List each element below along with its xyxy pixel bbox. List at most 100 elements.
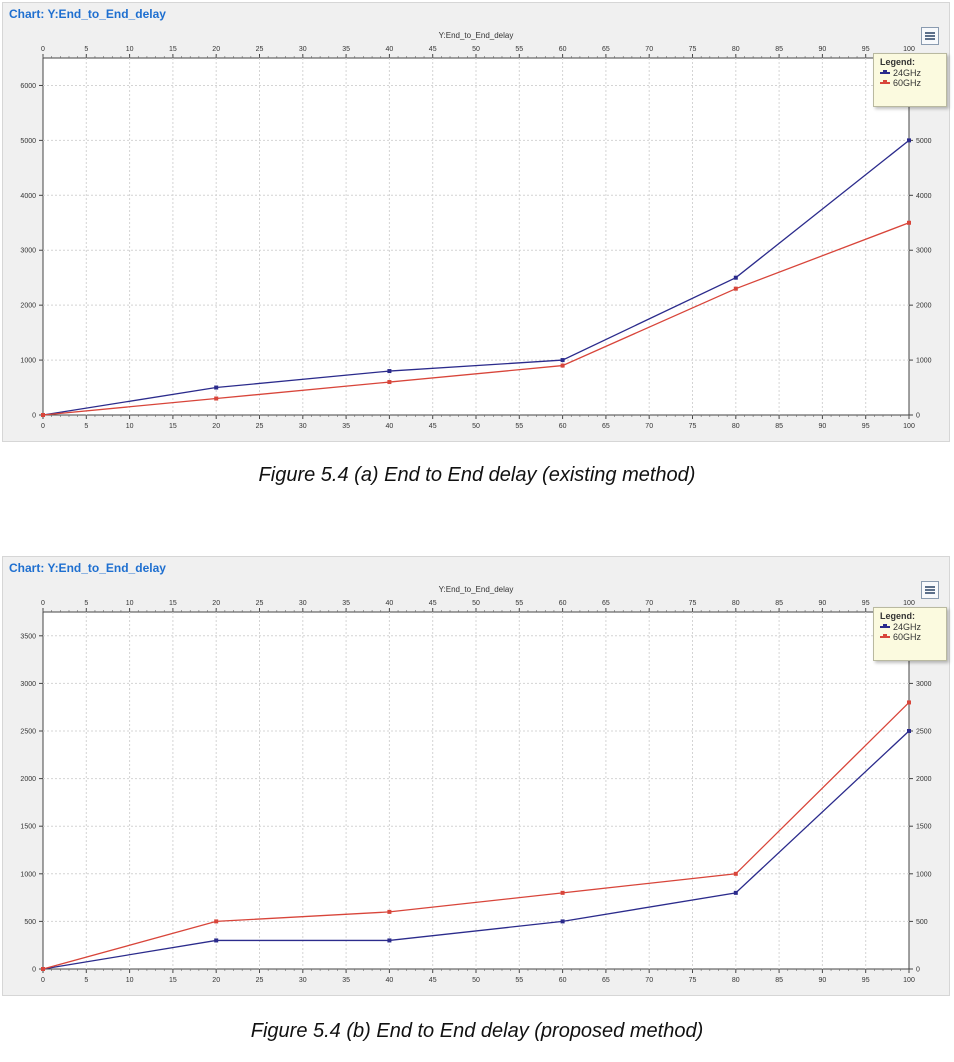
- x-tick-label-bottom: 45: [429, 977, 437, 984]
- x-tick-label-bottom: 35: [342, 423, 350, 430]
- x-tick-label-top: 75: [689, 46, 697, 53]
- y-tick-label-right: 1000: [916, 358, 932, 365]
- x-tick-label-top: 10: [126, 600, 134, 607]
- x-tick-label-bottom: 40: [386, 977, 394, 984]
- legend-item: 24GHz: [880, 622, 940, 632]
- x-tick-label-top: 25: [256, 46, 264, 53]
- legend-item: 60GHz: [880, 632, 940, 642]
- x-tick-label-bottom: 35: [342, 977, 350, 984]
- x-tick-label-bottom: 65: [602, 423, 610, 430]
- x-tick-label-top: 30: [299, 600, 307, 607]
- data-point-60GHz: [387, 380, 392, 385]
- data-point-60GHz: [733, 871, 738, 876]
- x-tick-label-bottom: 0: [41, 423, 45, 430]
- data-point-60GHz: [214, 396, 219, 401]
- legend: Legend: 24GHz 60GHz: [873, 53, 947, 107]
- x-tick-label-bottom: 5: [84, 977, 88, 984]
- x-tick-label-bottom: 20: [212, 423, 220, 430]
- legend-title: Legend:: [880, 57, 915, 67]
- data-point-24GHz: [387, 369, 392, 374]
- data-point-24GHz: [907, 138, 911, 143]
- data-point-60GHz: [907, 220, 911, 225]
- x-tick-label-bottom: 5: [84, 423, 88, 430]
- x-tick-label-bottom: 25: [256, 423, 264, 430]
- y-tick-label-right: 2000: [916, 303, 932, 310]
- y-tick-label-left: 2000: [20, 776, 36, 783]
- x-tick-label-bottom: 55: [515, 423, 523, 430]
- x-tick-label-top: 50: [472, 600, 480, 607]
- data-point-60GHz: [560, 363, 565, 368]
- y-tick-label-right: 5000: [916, 138, 932, 145]
- y-tick-label-right: 2000: [916, 776, 932, 783]
- figure-caption-a: Figure 5.4 (a) End to End delay (existin…: [258, 464, 696, 486]
- legend-toggle-button[interactable]: [921, 27, 939, 45]
- legend-swatch: [880, 634, 890, 638]
- x-tick-label-top: 65: [602, 46, 610, 53]
- x-tick-label-bottom: 50: [472, 423, 480, 430]
- line-chart-b: Y:End_to_End_delay0055101015152020252530…: [20, 585, 932, 984]
- legend-label: 60GHz: [893, 78, 922, 88]
- x-tick-label-bottom: 100: [903, 977, 915, 984]
- x-tick-label-top: 90: [819, 46, 827, 53]
- x-tick-label-bottom: 65: [602, 977, 610, 984]
- panel-title: Chart: Y:End_to_End_delay: [9, 561, 166, 575]
- x-tick-label-top: 15: [169, 46, 177, 53]
- x-tick-label-top: 100: [903, 600, 915, 607]
- x-tick-label-bottom: 30: [299, 423, 307, 430]
- x-tick-label-top: 0: [41, 46, 45, 53]
- x-tick-label-bottom: 60: [559, 977, 567, 984]
- data-point-60GHz: [907, 700, 911, 705]
- data-point-60GHz: [41, 967, 45, 971]
- x-tick-label-top: 80: [732, 600, 740, 607]
- y-tick-label-left: 0: [32, 967, 36, 974]
- y-tick-label-right: 3000: [916, 248, 932, 255]
- x-tick-label-bottom: 75: [689, 977, 697, 984]
- x-tick-label-top: 15: [169, 600, 177, 607]
- data-point-60GHz: [560, 890, 565, 895]
- legend-swatch: [880, 80, 890, 84]
- y-tick-label-right: 3000: [916, 681, 932, 688]
- figure-caption-b: Figure 5.4 (b) End to End delay (propose…: [250, 1020, 704, 1042]
- y-tick-label-right: 4000: [916, 193, 932, 200]
- x-tick-label-bottom: 90: [819, 423, 827, 430]
- x-tick-label-bottom: 70: [645, 423, 653, 430]
- x-tick-label-top: 60: [559, 600, 567, 607]
- x-tick-label-bottom: 15: [169, 977, 177, 984]
- x-tick-label-top: 50: [472, 46, 480, 53]
- y-tick-label-left: 0: [32, 413, 36, 420]
- y-tick-label-left: 1000: [20, 871, 36, 878]
- x-tick-label-bottom: 0: [41, 977, 45, 984]
- legend-label: 60GHz: [893, 632, 922, 642]
- x-tick-label-top: 45: [429, 46, 437, 53]
- x-tick-label-bottom: 95: [862, 423, 870, 430]
- y-tick-label-right: 1000: [916, 871, 932, 878]
- legend-label: 24GHz: [893, 622, 922, 632]
- data-point-60GHz: [41, 413, 45, 417]
- legend-swatch: [880, 70, 890, 74]
- x-tick-label-bottom: 85: [775, 977, 783, 984]
- x-tick-label-top: 55: [515, 46, 523, 53]
- x-tick-label-bottom: 100: [903, 423, 915, 430]
- y-tick-label-left: 6000: [20, 83, 36, 90]
- x-tick-label-bottom: 95: [862, 977, 870, 984]
- data-point-60GHz: [387, 909, 392, 914]
- data-point-24GHz: [733, 275, 738, 280]
- y-tick-label-left: 3500: [20, 633, 36, 640]
- y-tick-label-right: 0: [916, 413, 920, 420]
- x-tick-label-top: 65: [602, 600, 610, 607]
- y-tick-label-right: 500: [916, 919, 928, 926]
- x-tick-label-bottom: 90: [819, 977, 827, 984]
- data-point-24GHz: [560, 358, 565, 363]
- legend-toggle-button[interactable]: [921, 581, 939, 599]
- x-tick-label-top: 20: [212, 600, 220, 607]
- y-tick-label-left: 4000: [20, 193, 36, 200]
- x-tick-label-top: 75: [689, 600, 697, 607]
- chart-title: Y:End_to_End_delay: [439, 31, 514, 40]
- legend-title: Legend:: [880, 611, 915, 621]
- x-tick-label-top: 95: [862, 46, 870, 53]
- x-tick-label-top: 95: [862, 600, 870, 607]
- x-tick-label-top: 70: [645, 46, 653, 53]
- data-point-24GHz: [733, 890, 738, 895]
- x-tick-label-top: 40: [386, 46, 394, 53]
- legend: Legend: 24GHz 60GHz: [873, 607, 947, 661]
